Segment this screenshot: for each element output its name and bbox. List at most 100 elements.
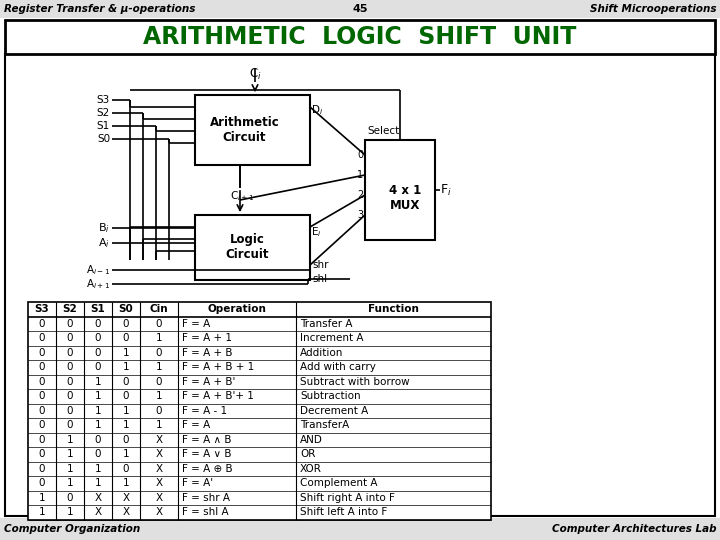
Text: Subtract with borrow: Subtract with borrow [300, 377, 410, 387]
Text: F = A ⊕ B: F = A ⊕ B [182, 464, 233, 474]
Text: Logic
Circuit: Logic Circuit [226, 233, 269, 261]
Text: F = A: F = A [182, 319, 210, 329]
Text: C$_i$: C$_i$ [248, 67, 261, 82]
Text: 0: 0 [122, 319, 130, 329]
Text: F$_i$: F$_i$ [440, 183, 451, 198]
Text: OR: OR [300, 449, 315, 459]
Bar [5, 20, 715, 54]
Text: S1: S1 [96, 121, 110, 131]
Text: Computer Organization: Computer Organization [4, 524, 140, 534]
Text: 1: 1 [122, 348, 130, 357]
Text: Complement A: Complement A [300, 478, 377, 488]
Bar [5, 54, 715, 516]
Text: 1: 1 [156, 333, 162, 343]
Text: 0: 0 [39, 333, 45, 343]
Text: S3: S3 [96, 95, 110, 105]
Text: F = A + B: F = A + B [182, 348, 233, 357]
Bar [28, 302, 491, 519]
Text: 1: 1 [95, 478, 102, 488]
Text: Shift Microoperations: Shift Microoperations [590, 4, 716, 14]
Text: 1: 1 [95, 392, 102, 401]
Text: 1: 1 [95, 420, 102, 430]
Text: 0: 0 [156, 319, 162, 329]
Text: X: X [156, 492, 163, 503]
Text: 1: 1 [67, 464, 73, 474]
Text: X: X [94, 492, 102, 503]
Bar [195, 95, 310, 165]
Text: 0: 0 [156, 348, 162, 357]
Text: shr: shr [312, 260, 328, 270]
Text: 0: 0 [67, 492, 73, 503]
Text: F = A + B': F = A + B' [182, 377, 235, 387]
Text: S2: S2 [96, 108, 110, 118]
Text: Register Transfer & μ-operations: Register Transfer & μ-operations [4, 4, 195, 14]
Text: 0: 0 [95, 348, 102, 357]
Text: Cin: Cin [150, 304, 168, 314]
Text: 1: 1 [156, 392, 162, 401]
Text: 0: 0 [122, 435, 130, 445]
Text: B$_i$: B$_i$ [98, 221, 110, 235]
Bar [0, 0, 720, 18]
Text: 0: 0 [67, 377, 73, 387]
Text: 1: 1 [95, 377, 102, 387]
Text: F = A - 1: F = A - 1 [182, 406, 227, 416]
Text: 1: 1 [156, 420, 162, 430]
Text: X: X [156, 507, 163, 517]
Text: A$_{i-1}$: A$_{i-1}$ [86, 263, 110, 277]
Text: Shift left A into F: Shift left A into F [300, 507, 387, 517]
Text: 0: 0 [95, 435, 102, 445]
Text: 0: 0 [67, 362, 73, 372]
Text: 1: 1 [67, 507, 73, 517]
Text: 0: 0 [67, 392, 73, 401]
Text: 0: 0 [95, 362, 102, 372]
Text: ARITHMETIC  LOGIC  SHIFT  UNIT: ARITHMETIC LOGIC SHIFT UNIT [143, 25, 577, 49]
Text: D$_i$: D$_i$ [311, 103, 323, 117]
Text: A$_i$: A$_i$ [98, 236, 110, 250]
Text: 0: 0 [95, 449, 102, 459]
Text: F = shl A: F = shl A [182, 507, 229, 517]
Text: 0: 0 [39, 464, 45, 474]
Text: F = A: F = A [182, 420, 210, 430]
Text: 1: 1 [122, 478, 130, 488]
Text: Increment A: Increment A [300, 333, 364, 343]
Text: 0: 0 [67, 319, 73, 329]
Text: 0: 0 [122, 392, 130, 401]
Text: 0: 0 [67, 348, 73, 357]
Text: F = shr A: F = shr A [182, 492, 230, 503]
Text: S0: S0 [97, 134, 110, 144]
Text: A$_{i+1}$: A$_{i+1}$ [86, 277, 110, 291]
Text: C$_{i+1}$: C$_{i+1}$ [230, 189, 254, 203]
Text: 1: 1 [122, 449, 130, 459]
Text: S2: S2 [63, 304, 77, 314]
Text: 0: 0 [357, 150, 363, 160]
Text: 1: 1 [67, 478, 73, 488]
Text: 1: 1 [39, 507, 45, 517]
Text: 0: 0 [39, 362, 45, 372]
Text: 1: 1 [67, 435, 73, 445]
Text: F = A ∧ B: F = A ∧ B [182, 435, 232, 445]
Text: 1: 1 [39, 492, 45, 503]
Text: 0: 0 [95, 319, 102, 329]
Text: E$_i$: E$_i$ [311, 225, 322, 239]
Text: F = A': F = A' [182, 478, 213, 488]
Text: 3: 3 [357, 210, 363, 220]
Text: 1: 1 [122, 362, 130, 372]
Text: 0: 0 [67, 420, 73, 430]
Text: 0: 0 [67, 333, 73, 343]
Text: 0: 0 [39, 392, 45, 401]
Text: 0: 0 [122, 464, 130, 474]
Text: X: X [94, 507, 102, 517]
Text: 0: 0 [39, 478, 45, 488]
Text: Addition: Addition [300, 348, 343, 357]
Text: Transfer A: Transfer A [300, 319, 353, 329]
Text: Operation: Operation [207, 304, 266, 314]
Text: 1: 1 [95, 464, 102, 474]
Text: AND: AND [300, 435, 323, 445]
Text: S1: S1 [91, 304, 105, 314]
Text: X: X [122, 492, 130, 503]
Text: 0: 0 [39, 406, 45, 416]
Text: X: X [122, 507, 130, 517]
Text: 45: 45 [352, 4, 368, 14]
Bar [195, 215, 310, 280]
Text: Decrement A: Decrement A [300, 406, 368, 416]
